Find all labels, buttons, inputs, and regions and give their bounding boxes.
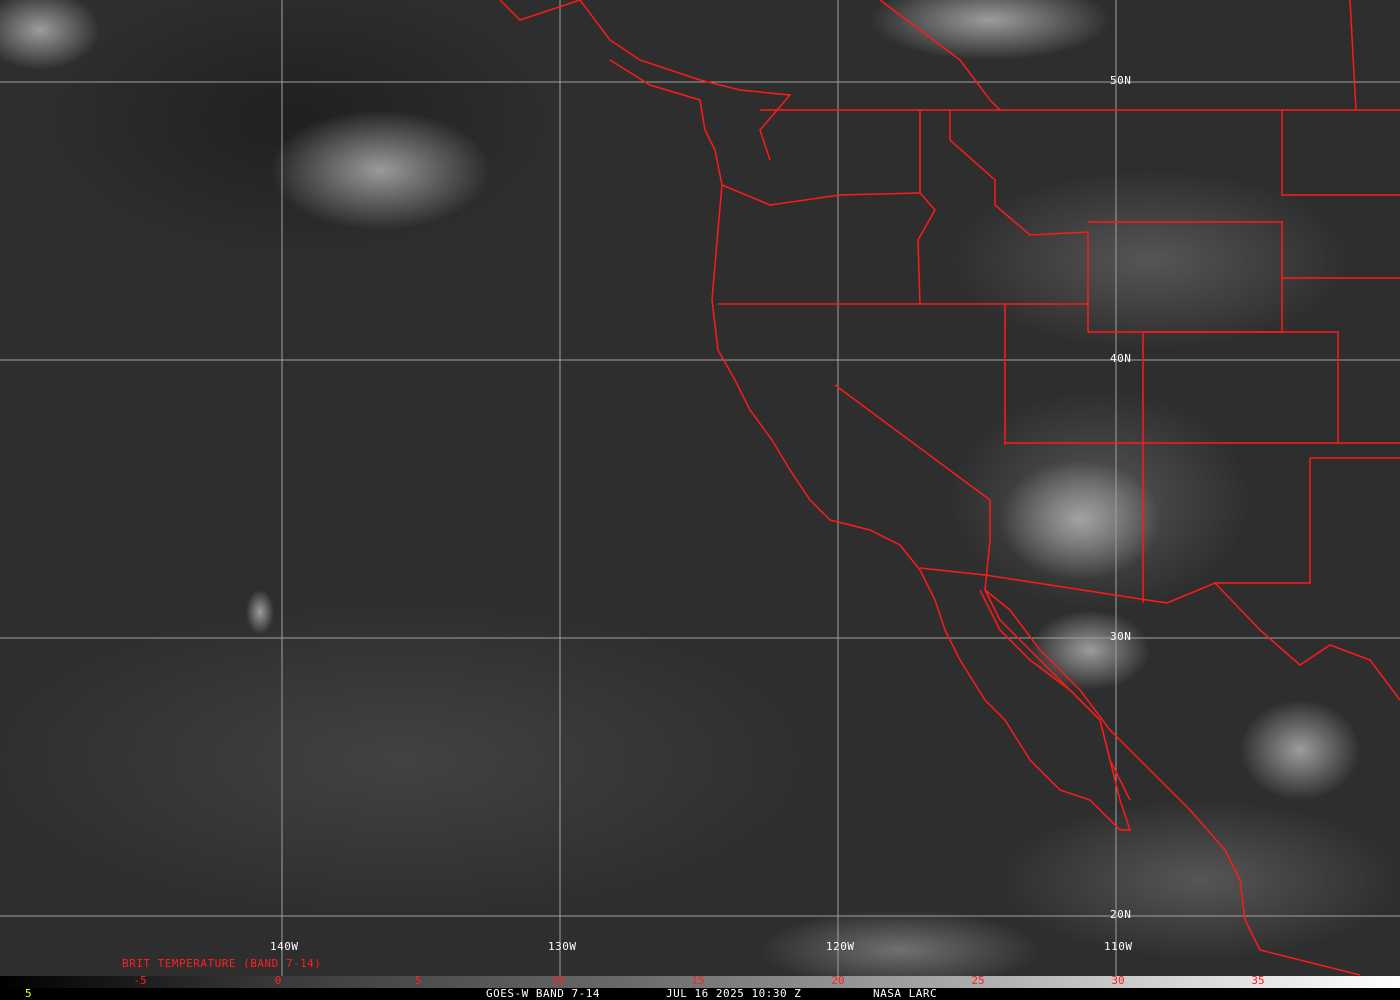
lon-label-110w: 110W	[1104, 940, 1133, 953]
colorbar-tick: 35	[1251, 974, 1265, 987]
lat-label-20n: 20N	[1110, 908, 1132, 921]
colorbar-tick: 5	[414, 974, 422, 987]
lat-label-30n: 30N	[1110, 630, 1132, 643]
colorbar-tick: 25	[971, 974, 985, 987]
colorbar-tick: -5	[133, 974, 147, 987]
colorbar-tick: 0	[274, 974, 282, 987]
nm-border	[919, 458, 1311, 604]
datetime-label: JUL 16 2025 10:30 Z	[666, 987, 802, 1000]
lon-label-130w: 130W	[548, 940, 577, 953]
lat-label-40n: 40N	[1110, 352, 1132, 365]
west-coast	[609, 59, 1132, 831]
boundaries	[499, 0, 1400, 976]
rio-grande	[1214, 582, 1400, 701]
colorbar-tick: 15	[691, 974, 705, 987]
lat-label-50n: 50N	[1110, 74, 1132, 87]
colorbar-left-value: 5	[25, 987, 33, 1000]
wa-or-border	[721, 184, 921, 206]
colorbar-tick: 20	[831, 974, 845, 987]
mexico-mainland-coast	[984, 589, 1361, 976]
lon-label-120w: 120W	[826, 940, 855, 953]
footer-bar	[0, 988, 1400, 1000]
ca-nv-diagonal	[834, 384, 991, 591]
lat-lon-grid	[0, 0, 1400, 976]
idaho-montana	[949, 110, 1089, 332]
lon-label-140w: 140W	[270, 940, 299, 953]
colorbar-tick: 10	[551, 974, 565, 987]
colorbar	[0, 976, 1400, 988]
baja-gulf-coast	[979, 589, 1131, 801]
source-label: NASA LARC	[873, 987, 938, 1000]
idaho-west	[917, 110, 936, 305]
bc-coast	[499, 0, 792, 161]
colorbar-tick: 30	[1111, 974, 1125, 987]
product-label: GOES-W BAND 7-14	[486, 987, 600, 1000]
colorbar-title: BRIT TEMPERATURE (BAND 7-14)	[122, 957, 322, 970]
canada-north	[879, 0, 1001, 111]
